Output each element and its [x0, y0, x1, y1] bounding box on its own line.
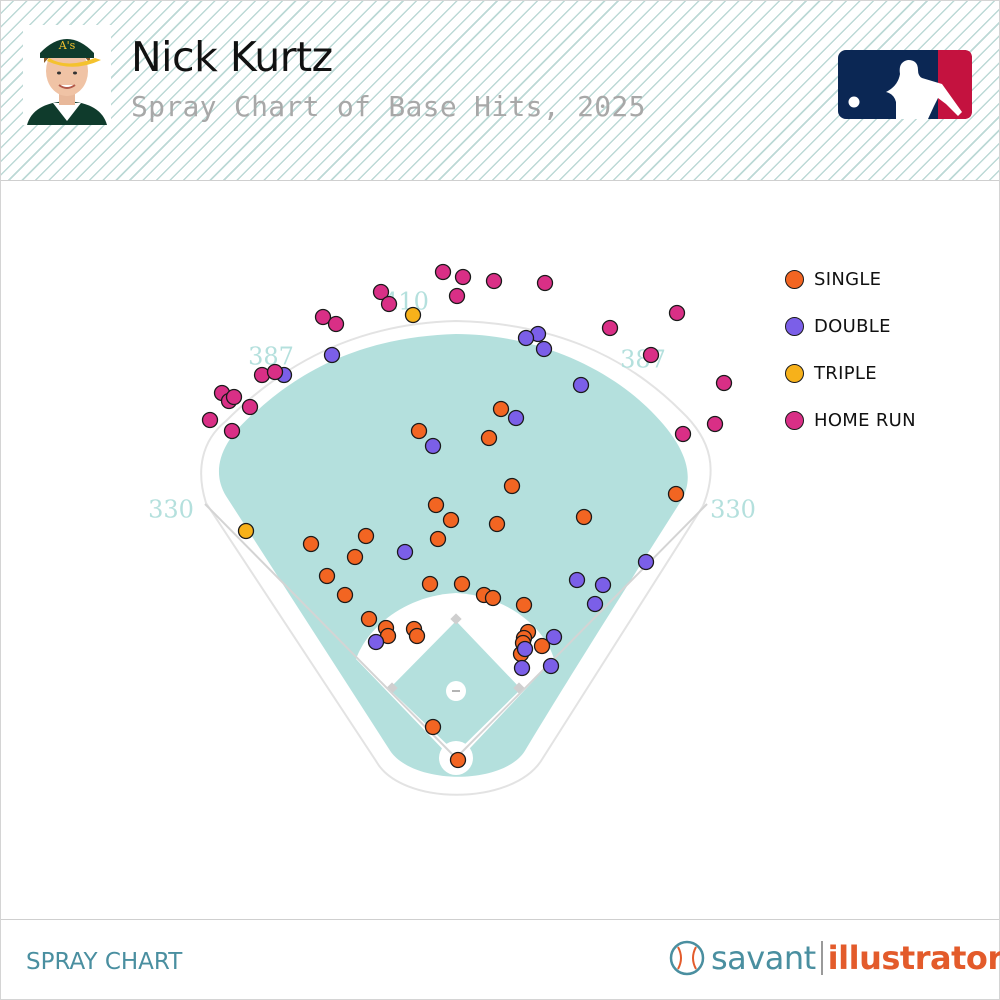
legend-item-home-run: HOME RUN [785, 397, 916, 444]
legend-label-triple: TRIPLE [814, 363, 877, 384]
hit-point-double[interactable] [424, 437, 442, 455]
mlb-logo [838, 50, 972, 119]
baseball-icon [669, 940, 705, 976]
hit-point-single[interactable] [533, 637, 551, 655]
hit-point-double[interactable] [594, 576, 612, 594]
hit-point-double[interactable] [568, 571, 586, 589]
hit-point-home-run[interactable] [601, 319, 619, 337]
hit-point-home-run[interactable] [485, 272, 503, 290]
chart-subtitle: Spray Chart of Base Hits, 2025 [131, 90, 646, 123]
savant-illustrator-brand[interactable]: savant illustrator [669, 939, 1000, 977]
legend-item-single: SINGLE [785, 256, 916, 303]
hit-point-double[interactable] [517, 329, 535, 347]
hit-point-single[interactable] [480, 429, 498, 447]
hit-point-home-run[interactable] [241, 398, 259, 416]
hit-point-single[interactable] [667, 485, 685, 503]
legend-label-home-run: HOME RUN [814, 410, 916, 431]
brand-savant-text: savant [711, 939, 816, 977]
hit-point-single[interactable] [427, 496, 445, 514]
hit-point-single[interactable] [346, 548, 364, 566]
hit-point-home-run[interactable] [448, 287, 466, 305]
hit-point-home-run[interactable] [223, 422, 241, 440]
hit-point-triple[interactable] [237, 522, 255, 540]
hit-point-home-run[interactable] [674, 425, 692, 443]
hit-point-single[interactable] [484, 589, 502, 607]
hit-point-home-run[interactable] [372, 283, 390, 301]
hit-point-double[interactable] [516, 640, 534, 658]
hit-point-double[interactable] [367, 633, 385, 651]
footer-section-label: SPRAY CHART [26, 949, 183, 975]
hit-point-single[interactable] [357, 527, 375, 545]
hit-point-double[interactable] [637, 553, 655, 571]
hit-point-double[interactable] [507, 409, 525, 427]
footer-divider [1, 919, 999, 920]
hit-point-single[interactable] [575, 508, 593, 526]
legend-dot-home-run [785, 411, 804, 430]
hit-point-home-run[interactable] [380, 295, 398, 313]
header-banner: A's Nick Kurtz Spray Chart of Base Hits,… [1, 1, 999, 181]
brand-illustrator-text: illustrator [827, 939, 1000, 977]
hit-point-double[interactable] [542, 657, 560, 675]
legend-item-double: DOUBLE [785, 303, 916, 350]
fence-distance-label: 330 [710, 496, 756, 524]
hit-point-single[interactable] [360, 610, 378, 628]
hit-point-home-run[interactable] [642, 346, 660, 364]
hit-point-single[interactable] [318, 567, 336, 585]
fence-distance-label: 330 [148, 496, 194, 524]
player-headshot: A's [23, 25, 111, 125]
hit-point-home-run[interactable] [715, 374, 733, 392]
hit-point-single[interactable] [408, 627, 426, 645]
hit-point-single[interactable] [515, 596, 533, 614]
hit-point-single[interactable] [488, 515, 506, 533]
chart-legend: SINGLE DOUBLE TRIPLE HOME RUN [785, 256, 916, 444]
hit-point-single[interactable] [424, 718, 442, 736]
hit-point-single[interactable] [429, 530, 447, 548]
hit-point-double[interactable] [572, 376, 590, 394]
brand-divider [820, 941, 823, 975]
hit-point-double[interactable] [545, 628, 563, 646]
legend-dot-single [785, 270, 804, 289]
hit-point-home-run[interactable] [327, 315, 345, 333]
hit-point-double[interactable] [323, 346, 341, 364]
player-name: Nick Kurtz [131, 33, 333, 81]
hit-point-single[interactable] [336, 586, 354, 604]
hit-point-double[interactable] [535, 340, 553, 358]
fence-distance-label: 387 [620, 346, 666, 374]
hit-point-double[interactable] [586, 595, 604, 613]
ballpark-outline [200, 319, 712, 796]
hit-point-home-run[interactable] [536, 274, 554, 292]
legend-item-triple: TRIPLE [785, 350, 916, 397]
hit-point-single[interactable] [449, 751, 467, 769]
hit-point-triple[interactable] [404, 306, 422, 324]
hit-point-home-run[interactable] [314, 308, 332, 326]
hit-point-home-run[interactable] [454, 268, 472, 286]
hit-point-single[interactable] [453, 575, 471, 593]
hit-point-home-run[interactable] [225, 388, 243, 406]
hit-point-single[interactable] [410, 422, 428, 440]
hit-point-double[interactable] [513, 659, 531, 677]
hit-point-double[interactable] [396, 543, 414, 561]
hit-point-single[interactable] [442, 511, 460, 529]
hit-point-home-run[interactable] [434, 263, 452, 281]
hit-point-single[interactable] [503, 477, 521, 495]
hit-point-single[interactable] [421, 575, 439, 593]
legend-label-double: DOUBLE [814, 316, 891, 337]
legend-dot-double [785, 317, 804, 336]
hit-point-home-run[interactable] [706, 415, 724, 433]
hit-point-single[interactable] [302, 535, 320, 553]
hit-point-home-run[interactable] [201, 411, 219, 429]
svg-text:A's: A's [58, 39, 76, 52]
legend-dot-triple [785, 364, 804, 383]
hit-point-home-run[interactable] [668, 304, 686, 322]
legend-label-single: SINGLE [814, 269, 882, 290]
hit-point-home-run[interactable] [266, 363, 284, 381]
outfield-grass [218, 334, 688, 777]
foul-lines [204, 503, 708, 759]
hit-points [201, 263, 733, 769]
hit-point-single[interactable] [492, 400, 510, 418]
